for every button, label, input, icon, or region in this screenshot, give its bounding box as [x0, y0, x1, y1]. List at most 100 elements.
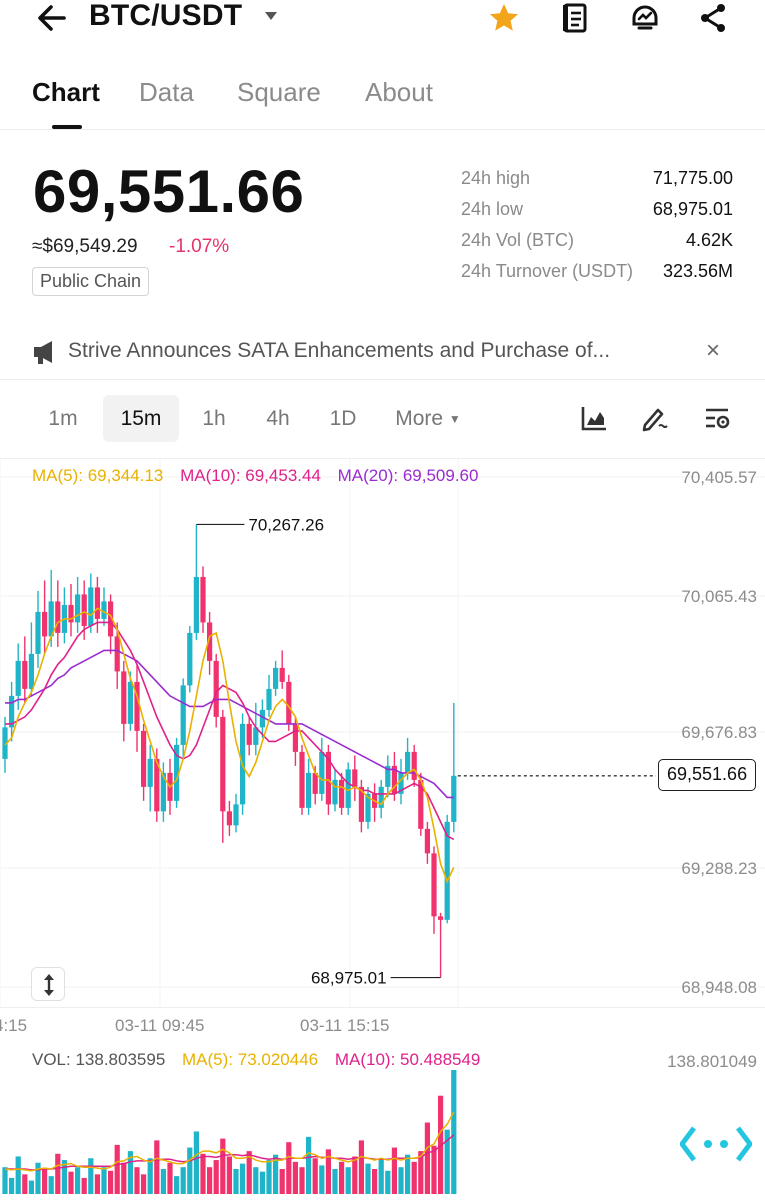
- volume-bar: [398, 1167, 404, 1194]
- interval-4h[interactable]: 4h: [266, 407, 290, 430]
- candle-up: [266, 688, 272, 710]
- expand-vertical-button[interactable]: [31, 967, 65, 1001]
- drawing-pen-icon[interactable]: [640, 404, 668, 432]
- public-chain-badge[interactable]: Public Chain: [32, 267, 150, 296]
- indicator-chart-icon[interactable]: [580, 404, 608, 432]
- candlestick-chart[interactable]: 70,405.57 70,065.43 69,676.83 69,288.23 68,9…: [0, 458, 765, 1009]
- candle-up: [101, 601, 107, 619]
- vol-ma10-legend: MA(10): 50.488549: [334, 1050, 481, 1069]
- volume-bar: [147, 1158, 153, 1194]
- volume-bar: [345, 1167, 351, 1194]
- chevron-down-icon[interactable]: [264, 10, 278, 22]
- volume-bar: [2, 1167, 8, 1194]
- candle-down: [213, 660, 219, 717]
- stat-label: 24h high: [461, 168, 531, 188]
- volume-bar: [339, 1161, 345, 1194]
- volume-bar: [121, 1162, 127, 1194]
- candle-down: [200, 576, 206, 623]
- tab-about[interactable]: About: [365, 77, 433, 107]
- volume-bar: [259, 1171, 265, 1194]
- candle-down: [226, 811, 232, 826]
- volume-bar: [405, 1154, 411, 1194]
- notebook-icon[interactable]: [559, 2, 591, 34]
- ma10-line: [5, 621, 455, 841]
- candle-down: [312, 772, 318, 794]
- news-headline[interactable]: Strive Announces SATA Enhancements and P…: [68, 339, 611, 362]
- interval-1m[interactable]: 1m: [48, 407, 78, 430]
- volume-bar: [28, 1180, 34, 1194]
- tab-square[interactable]: Square: [237, 77, 321, 107]
- candle-up: [147, 758, 153, 787]
- stat-value: 323.56M: [662, 261, 733, 281]
- volume-bar: [101, 1167, 107, 1194]
- volume-bar: [55, 1153, 61, 1194]
- candle-up: [365, 793, 371, 822]
- candle-up: [398, 772, 404, 794]
- stat-row-low: 24h low 68,975.01: [461, 199, 733, 230]
- stat-label: 24h low: [461, 199, 524, 219]
- candle-down: [154, 758, 160, 812]
- volume-bar: [48, 1176, 54, 1194]
- price-axis-label: 69,288.23: [681, 859, 757, 878]
- stat-value: 71,775.00: [652, 168, 733, 188]
- interval-1h[interactable]: 1h: [202, 407, 226, 430]
- interval-15m[interactable]: 15m: [103, 395, 179, 442]
- candle-down: [431, 853, 437, 917]
- volume-bar: [154, 1140, 160, 1194]
- time-axis-label: 03-11 09:45: [115, 1016, 205, 1035]
- star-icon[interactable]: [488, 2, 520, 34]
- stats-panel: 24h high 71,775.00 24h low 68,975.01 24h…: [461, 168, 733, 292]
- interval-1d[interactable]: 1D: [329, 407, 357, 430]
- candle-down: [220, 716, 226, 812]
- candle-down: [325, 751, 331, 805]
- candle-down: [81, 594, 87, 626]
- tab-chart[interactable]: Chart: [32, 77, 100, 107]
- chart-canvas[interactable]: 70,405.57 70,065.43 69,676.83 69,288.23 68,9…: [0, 459, 765, 1009]
- price-axis-label: 68,948.08: [681, 978, 757, 997]
- volume-bar: [61, 1160, 67, 1194]
- caret-down-icon: ▼: [448, 412, 461, 426]
- ma10-legend: MA(10): 69,453.44: [180, 466, 321, 485]
- candle-down: [108, 601, 114, 637]
- interval-more[interactable]: More ▼: [386, 395, 470, 442]
- stat-value: 68,975.01: [652, 199, 733, 219]
- back-arrow-icon[interactable]: [34, 2, 70, 34]
- volume-bar: [266, 1160, 272, 1194]
- volume-bar: [200, 1153, 206, 1194]
- close-icon[interactable]: ×: [706, 337, 721, 364]
- megaphone-icon: [34, 341, 52, 364]
- candle-up: [15, 660, 21, 696]
- volume-bar: [365, 1163, 371, 1194]
- volume-bar: [207, 1167, 213, 1194]
- candle-up: [273, 667, 279, 689]
- candle-down: [141, 730, 147, 787]
- active-tab-indicator: [52, 125, 82, 129]
- bot-icon[interactable]: [629, 2, 661, 34]
- stat-row-turnover: 24h Turnover (USDT) 323.56M: [461, 261, 733, 292]
- candle-down: [424, 828, 430, 854]
- volume-bar: [108, 1170, 114, 1194]
- tab-data[interactable]: Data: [139, 77, 194, 107]
- pair-title[interactable]: BTC/USDT: [89, 0, 243, 32]
- candle-down: [55, 601, 61, 633]
- volume-bar: [35, 1162, 41, 1194]
- candle-down: [411, 751, 417, 780]
- candle-down: [292, 723, 298, 752]
- volume-bar: [312, 1158, 318, 1194]
- candle-down: [207, 622, 213, 661]
- share-icon[interactable]: [698, 2, 730, 34]
- candle-up: [385, 765, 391, 787]
- candle-down: [94, 587, 100, 619]
- candle-up: [332, 779, 338, 805]
- chart-settings-icon[interactable]: [703, 404, 731, 432]
- volume-bar: [94, 1174, 100, 1194]
- ma5-line: [4, 607, 455, 884]
- volume-bar: [424, 1122, 430, 1194]
- bot-logo-icon[interactable]: [680, 1122, 752, 1166]
- news-banner[interactable]: Strive Announces SATA Enhancements and P…: [0, 328, 765, 380]
- volume-chart[interactable]: [0, 1044, 765, 1200]
- volume-bar: [240, 1163, 246, 1194]
- volume-bar: [378, 1158, 384, 1194]
- expand-vertical-icon: [44, 974, 54, 996]
- volume-bar: [167, 1162, 173, 1194]
